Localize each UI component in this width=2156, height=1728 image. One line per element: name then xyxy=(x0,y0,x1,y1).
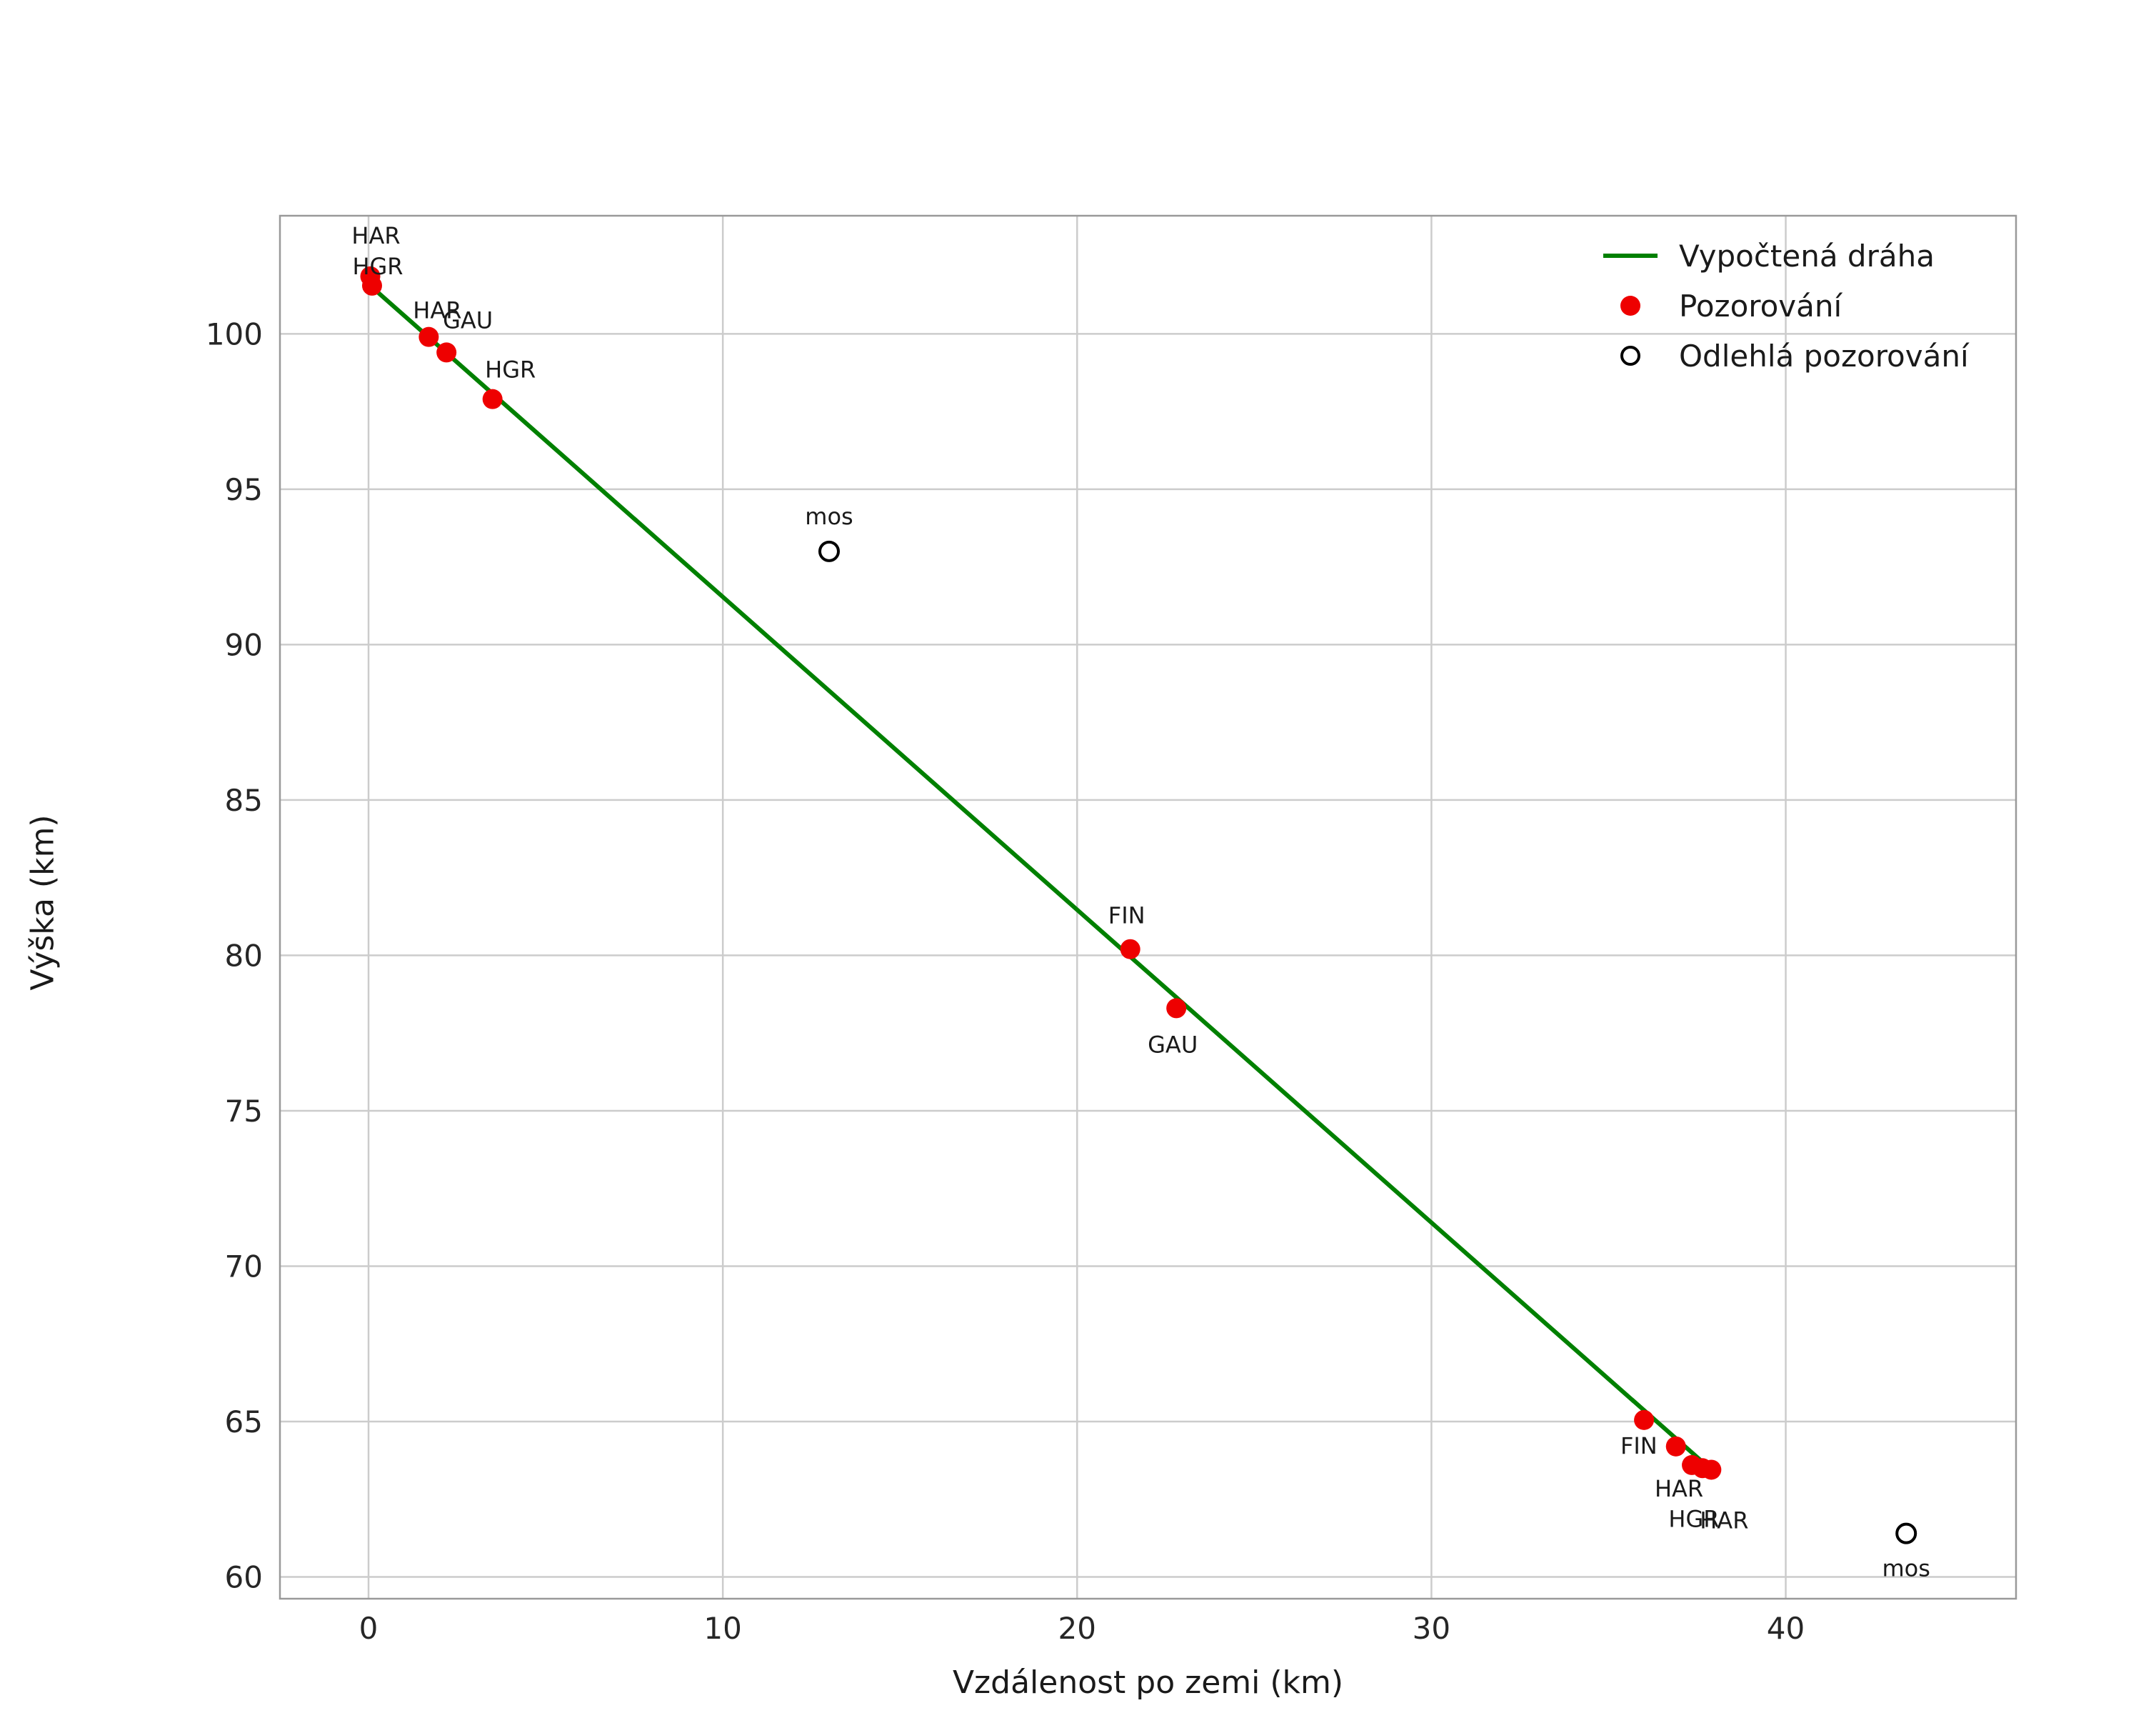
observation-point xyxy=(1665,1436,1686,1457)
station-label: HAR xyxy=(413,297,461,324)
trajectory-line-icon xyxy=(1603,254,1658,258)
y-tick-label: 70 xyxy=(225,1249,263,1284)
station-label: mos xyxy=(805,503,853,530)
outlier-point xyxy=(818,540,840,562)
x-axis-label: Vzdálenost po zemi (km) xyxy=(952,1664,1344,1701)
y-tick-label: 75 xyxy=(225,1094,263,1129)
x-tick-label: 0 xyxy=(359,1611,378,1646)
y-tick-label: 90 xyxy=(225,627,263,662)
legend: Vypočtená dráha Pozorování Odlehlá pozor… xyxy=(1603,237,1969,374)
observation-point xyxy=(482,389,503,409)
observation-point xyxy=(1701,1459,1722,1480)
station-label: GAU xyxy=(1148,1031,1198,1058)
y-tick-label: 65 xyxy=(225,1404,263,1439)
x-tick-label: 30 xyxy=(1413,1611,1450,1646)
y-tick-label: 95 xyxy=(225,472,263,507)
y-tick-label: 100 xyxy=(206,316,263,351)
y-axis-label: Výška (km) xyxy=(24,814,61,991)
y-tick-label: 60 xyxy=(225,1560,263,1595)
station-label: GAU xyxy=(443,306,493,334)
station-label: HAR xyxy=(1655,1475,1703,1502)
station-label: FIN xyxy=(1620,1432,1658,1459)
observation-point xyxy=(1166,998,1187,1019)
y-tick-label: 80 xyxy=(225,938,263,973)
legend-item-outliers: Odlehlá pozorování xyxy=(1603,337,1969,374)
plot-frame xyxy=(279,214,2017,1600)
y-tick-label: 85 xyxy=(225,783,263,818)
legend-label-trajectory: Vypočtená dráha xyxy=(1679,238,1935,274)
legend-label-outliers: Odlehlá pozorování xyxy=(1679,338,1969,374)
station-label: HGR xyxy=(485,356,536,384)
observation-point xyxy=(436,342,457,363)
station-label: HAR xyxy=(1700,1507,1748,1534)
station-label: FIN xyxy=(1108,902,1145,929)
outlier-circle-icon xyxy=(1603,346,1658,366)
observation-point xyxy=(418,326,439,347)
station-label: HAR xyxy=(351,222,400,249)
station-label: mos xyxy=(1882,1555,1930,1582)
legend-item-observations: Pozorování xyxy=(1603,287,1969,324)
outlier-point xyxy=(1895,1522,1917,1544)
legend-item-trajectory: Vypočtená dráha xyxy=(1603,237,1969,274)
observation-point xyxy=(1634,1409,1655,1430)
x-tick-label: 10 xyxy=(703,1611,741,1646)
station-label: HGR xyxy=(352,253,403,280)
trajectory-line xyxy=(366,281,1714,1472)
x-tick-label: 40 xyxy=(1767,1611,1805,1646)
x-tick-label: 20 xyxy=(1058,1611,1096,1646)
observation-point xyxy=(361,275,382,296)
observation-dot-icon xyxy=(1603,296,1658,316)
observation-point xyxy=(1120,939,1140,959)
legend-label-observations: Pozorování xyxy=(1679,288,1842,324)
station-label: HGR xyxy=(1668,1505,1719,1532)
